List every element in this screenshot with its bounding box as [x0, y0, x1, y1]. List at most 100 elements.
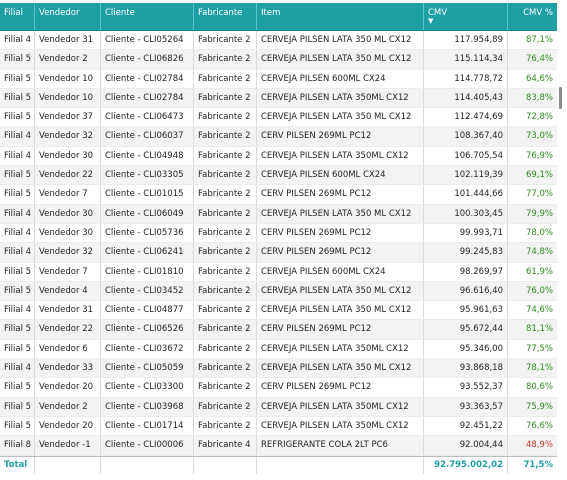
cell-cmv-percent: 77,5%: [525, 343, 553, 354]
table-row[interactable]: Filial 5 Vendedor 2 Cliente - CLI03968 Fabr…: [0, 397, 557, 417]
cell-filial: Filial 5: [0, 185, 35, 204]
cell-cmv: 95.961,63: [424, 301, 508, 320]
cell-cliente: Cliente - CLI01714: [101, 416, 194, 436]
cell-cmv-percent: 61,9%: [525, 266, 553, 277]
cell-fabricante: Fabricante 2: [194, 320, 257, 339]
cell-vendedor: Vendedor -1: [35, 436, 101, 455]
table-row[interactable]: Filial 8 Vendedor -1 Cliente - CLI00006 Fab…: [0, 436, 557, 456]
total-empty-cell: [35, 456, 101, 474]
cell-item: CERV PILSEN 269ML PC12: [257, 127, 424, 146]
cell-cmv: 93.552,37: [424, 378, 508, 397]
cell-cmv-percent: 76,0%: [525, 285, 553, 296]
column-header-fabricante[interactable]: Fabricante: [194, 3, 257, 30]
table-row[interactable]: Filial 4 Vendedor 32 Cliente - CLI06037 Fab…: [0, 127, 557, 147]
cell-cmv-percent: 69,1%: [525, 170, 553, 181]
column-header-vendedor[interactable]: Vendedor: [35, 3, 101, 30]
cell-item: CERV PILSEN 269ML PC12: [257, 320, 424, 339]
column-header-filial[interactable]: Filial: [0, 3, 35, 30]
cell-cmv: 92.451,22: [424, 416, 508, 436]
cell-fabricante: Fabricante 2: [194, 69, 257, 88]
cell-filial: Filial 4: [0, 243, 35, 262]
cell-vendedor: Vendedor 6: [35, 339, 101, 359]
cell-cmv: 98.269,97: [424, 262, 508, 281]
cell-cmv: 99.993,71: [424, 223, 508, 243]
cell-vendedor: Vendedor 20: [35, 378, 101, 397]
cell-cmv: 93.868,18: [424, 359, 508, 378]
cell-item: CERVEJA PILSEN LATA 350ML CX12: [257, 397, 424, 416]
table-header: Filial Vendedor Cliente Fabricante Item …: [0, 3, 557, 31]
table-row[interactable]: Filial 5 Vendedor 6 Cliente - CLI03672 Fabr…: [0, 339, 557, 360]
cell-cmv-percent: 72,8%: [525, 112, 553, 123]
table-row[interactable]: Filial 4 Vendedor 30 Cliente - CLI04948 Fab…: [0, 146, 557, 167]
table-row[interactable]: Filial 5 Vendedor 10 Cliente - CLI02784 Fab…: [0, 88, 557, 109]
cell-filial: Filial 4: [0, 359, 35, 378]
cell-cliente: Cliente - CLI02784: [101, 88, 194, 108]
cell-item: CERVEJA PILSEN LATA 350 ML CX12: [257, 31, 424, 50]
cell-filial: Filial 4: [0, 301, 35, 320]
table-row[interactable]: Filial 4 Vendedor 33 Cliente - CLI05059 Fab…: [0, 359, 557, 379]
table-row[interactable]: Filial 5 Vendedor 2 Cliente - CLI06826 Fabr…: [0, 50, 557, 70]
cell-cmv: 108.367,40: [424, 127, 508, 146]
cell-fabricante: Fabricante 2: [194, 127, 257, 146]
table-row[interactable]: Filial 5 Vendedor 22 Cliente - CLI06526 Fab…: [0, 320, 557, 340]
cell-vendedor: Vendedor 31: [35, 301, 101, 320]
cell-cmv-percent: 78,1%: [525, 363, 553, 374]
table-row[interactable]: Filial 4 Vendedor 30 Cliente - CLI06049 Fab…: [0, 204, 557, 224]
cell-cliente: Cliente - CLI03968: [101, 397, 194, 416]
table-row[interactable]: Filial 4 Vendedor 30 Cliente - CLI05736 Fab…: [0, 223, 557, 244]
cell-cliente: Cliente - CLI05736: [101, 223, 194, 243]
cell-cmv-percent: 48,9%: [525, 440, 553, 451]
table-row[interactable]: Filial 5 Vendedor 22 Cliente - CLI03305 Fab…: [0, 166, 557, 186]
cell-fabricante: Fabricante 2: [194, 339, 257, 359]
table-row[interactable]: Filial 5 Vendedor 20 Cliente - CLI01714 Fab…: [0, 416, 557, 437]
cell-vendedor: Vendedor 7: [35, 262, 101, 281]
cell-vendedor: Vendedor 22: [35, 320, 101, 339]
cell-item: CERVEJA PILSEN LATA 350 ML CX12: [257, 50, 424, 69]
cell-cliente: Cliente - CLI06473: [101, 108, 194, 127]
cell-fabricante: Fabricante 2: [194, 185, 257, 204]
vertical-scrollbar[interactable]: [559, 87, 562, 109]
cell-vendedor: Vendedor 32: [35, 127, 101, 146]
table-row[interactable]: Filial 5 Vendedor 7 Cliente - CLI01015 Fabr…: [0, 185, 557, 205]
column-header-cliente[interactable]: Cliente: [101, 3, 194, 30]
cell-cmv: 114.778,72: [424, 69, 508, 88]
cell-item: CERVEJA PILSEN 600ML CX24: [257, 262, 424, 281]
sort-descending-icon[interactable]: ▼: [428, 17, 434, 25]
column-header-cmv-percent[interactable]: CMV %: [523, 8, 553, 18]
total-empty-cell: [257, 456, 424, 474]
cell-filial: Filial 5: [0, 262, 35, 281]
cell-cliente: Cliente - CLI06037: [101, 127, 194, 146]
cell-cliente: Cliente - CLI03300: [101, 378, 194, 397]
column-header-item[interactable]: Item: [257, 3, 424, 30]
cell-item: CERV PILSEN 269ML PC12: [257, 185, 424, 204]
table-row[interactable]: Filial 4 Vendedor 31 Cliente - CLI04877 Fab…: [0, 301, 557, 321]
table-row[interactable]: Filial 4 Vendedor 31 Cliente - CLI05264 Fab…: [0, 31, 557, 51]
cell-vendedor: Vendedor 2: [35, 50, 101, 69]
cell-cmv-percent: 78,0%: [525, 227, 553, 238]
table-row[interactable]: Filial 5 Vendedor 7 Cliente - CLI01810 Fabr…: [0, 262, 557, 282]
cell-vendedor: Vendedor 7: [35, 185, 101, 204]
table-row[interactable]: Filial 5 Vendedor 20 Cliente - CLI03300 Fab…: [0, 378, 557, 398]
table-row[interactable]: Filial 5 Vendedor 4 Cliente - CLI03452 Fabr…: [0, 281, 557, 302]
cell-cmv: 93.363,57: [424, 397, 508, 416]
total-row: Total 92.795.002,02 71,5%: [0, 455, 557, 474]
cell-filial: Filial 8: [0, 436, 35, 455]
cell-cliente: Cliente - CLI03452: [101, 281, 194, 301]
cell-cmv: 92.004,44: [424, 436, 508, 455]
cell-fabricante: Fabricante 4: [194, 436, 257, 455]
cell-filial: Filial 5: [0, 397, 35, 416]
cell-fabricante: Fabricante 2: [194, 50, 257, 69]
table-row[interactable]: Filial 5 Vendedor 10 Cliente - CLI02784 Fab…: [0, 69, 557, 89]
cell-cmv: 95.672,44: [424, 320, 508, 339]
cell-vendedor: Vendedor 37: [35, 108, 101, 127]
total-label: Total: [0, 456, 35, 474]
cell-filial: Filial 4: [0, 31, 35, 50]
cell-vendedor: Vendedor 22: [35, 166, 101, 185]
column-header-cmv[interactable]: CMV ▼: [424, 3, 508, 30]
cell-filial: Filial 4: [0, 223, 35, 243]
total-empty-cell: [194, 456, 257, 474]
table-row[interactable]: Filial 5 Vendedor 37 Cliente - CLI06473 Fab…: [0, 108, 557, 128]
cell-cliente: Cliente - CLI04948: [101, 146, 194, 166]
table-row[interactable]: Filial 4 Vendedor 32 Cliente - CLI06241 Fab…: [0, 243, 557, 263]
total-empty-cell: [101, 456, 194, 474]
